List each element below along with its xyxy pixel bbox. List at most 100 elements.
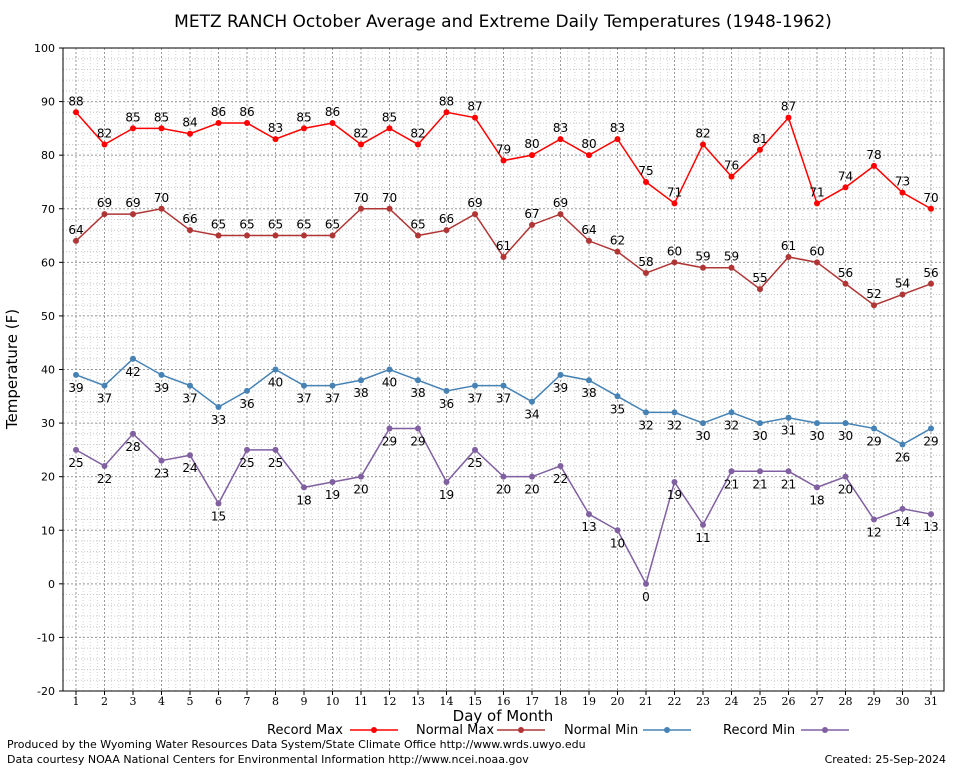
data-label-record-max: 82 <box>410 126 425 140</box>
data-label-normal-max: 64 <box>581 223 596 237</box>
data-label-record-min: 19 <box>325 488 340 502</box>
data-point-record-max <box>301 125 307 132</box>
y-tick-label: 70 <box>41 203 55 216</box>
x-tick-label: 12 <box>383 695 397 708</box>
data-point-normal-max <box>529 221 535 228</box>
series-normal-max: 64 69 69 70 66 65 65 65 65 65 70 70 65 66 69 61 67 69 64 62… <box>68 191 939 309</box>
data-point-record-min <box>871 516 877 523</box>
y-tick-label: 60 <box>41 256 55 269</box>
data-point-normal-max <box>73 237 79 244</box>
legend-item-normal-max: Normal Max <box>416 723 545 738</box>
x-tick-label: 25 <box>753 695 767 708</box>
data-label-record-max: 83 <box>268 121 283 135</box>
data-point-normal-max <box>614 248 621 255</box>
data-point-normal-max <box>244 232 250 239</box>
data-label-normal-max: 60 <box>809 244 824 258</box>
data-label-record-max: 84 <box>182 116 197 130</box>
data-label-normal-min: 38 <box>581 386 596 400</box>
y-tick-label: 80 <box>41 149 55 162</box>
y-tick-label: 0 <box>48 578 55 591</box>
data-point-record-max <box>928 205 934 212</box>
data-point-record-min <box>586 511 592 518</box>
data-label-record-max: 82 <box>695 126 710 140</box>
data-point-record-min <box>728 468 735 475</box>
data-point-normal-min <box>785 414 792 421</box>
series-group: 88 82 85 85 84 86 86 83 85 86 82 85 82 88 87 79 80 83 80 83… <box>68 94 938 604</box>
data-label-record-max: 85 <box>125 110 140 124</box>
x-tick-label: 10 <box>326 695 340 708</box>
data-label-normal-max: 64 <box>68 223 83 237</box>
data-point-record-max <box>158 125 165 132</box>
data-label-record-min: 22 <box>97 472 112 486</box>
data-point-normal-min <box>529 398 535 405</box>
data-label-normal-min: 36 <box>439 397 454 411</box>
data-point-normal-min <box>301 382 307 389</box>
data-label-record-max: 82 <box>97 126 112 140</box>
data-label-record-min: 20 <box>524 483 539 497</box>
data-label-normal-max: 59 <box>695 250 710 264</box>
data-label-normal-min: 39 <box>154 381 169 395</box>
data-label-normal-min: 30 <box>809 429 824 443</box>
footer-produced-by: Produced by the Wyoming Water Resources … <box>7 738 586 751</box>
data-point-normal-min <box>329 382 336 389</box>
data-label-normal-max: 65 <box>239 218 254 232</box>
data-label-normal-max: 62 <box>610 234 625 248</box>
data-label-normal-max: 69 <box>125 196 140 210</box>
data-label-record-min: 0 <box>642 590 650 604</box>
data-point-normal-max <box>842 280 849 287</box>
data-point-record-min <box>472 446 478 453</box>
data-point-record-max <box>472 114 478 121</box>
data-label-normal-max: 66 <box>182 212 197 226</box>
data-label-normal-max: 55 <box>752 271 767 285</box>
data-point-normal-max <box>158 205 165 212</box>
data-label-normal-max: 65 <box>325 218 340 232</box>
data-point-record-min <box>757 468 763 475</box>
data-point-normal-max <box>671 259 678 266</box>
data-label-normal-max: 65 <box>296 218 311 232</box>
y-tick-label: 40 <box>41 364 55 377</box>
data-label-record-max: 75 <box>638 164 653 178</box>
x-tick-label: 11 <box>354 695 368 708</box>
data-point-normal-min <box>187 382 193 389</box>
y-tick-label: 100 <box>34 42 55 55</box>
data-point-normal-min <box>814 420 820 427</box>
data-label-record-max: 79 <box>496 143 511 157</box>
data-label-normal-max: 54 <box>895 276 910 290</box>
legend-marker-normal-max <box>518 727 524 733</box>
data-label-normal-min: 37 <box>97 392 112 406</box>
data-point-normal-min <box>928 425 934 432</box>
data-point-record-max <box>614 136 621 143</box>
data-point-record-max <box>700 141 706 148</box>
data-label-normal-max: 70 <box>382 191 397 205</box>
x-tick-label: 3 <box>130 695 137 708</box>
data-label-normal-min: 42 <box>125 365 140 379</box>
data-point-normal-min <box>272 366 279 373</box>
data-label-normal-min: 26 <box>895 451 910 465</box>
x-tick-label: 8 <box>272 695 279 708</box>
data-label-normal-min: 38 <box>353 386 368 400</box>
data-point-normal-max <box>329 232 336 239</box>
data-label-normal-min: 34 <box>524 408 539 422</box>
data-point-record-max <box>814 200 820 207</box>
x-tick-label: 7 <box>244 695 251 708</box>
data-point-normal-max <box>899 291 906 298</box>
data-label-normal-min: 37 <box>325 392 340 406</box>
data-label-normal-max: 60 <box>667 244 682 258</box>
data-label-record-min: 21 <box>781 477 796 491</box>
data-point-record-min <box>244 446 250 453</box>
y-tick-label: 50 <box>41 310 55 323</box>
data-point-normal-min <box>700 420 706 427</box>
data-point-normal-min <box>557 371 564 378</box>
data-point-record-max <box>757 146 763 153</box>
data-point-normal-max <box>586 237 592 244</box>
data-point-normal-min <box>757 420 763 427</box>
data-label-record-min: 11 <box>695 531 710 545</box>
legend-marker-record-min <box>822 727 828 733</box>
data-label-normal-max: 61 <box>496 239 511 253</box>
data-label-normal-min: 40 <box>382 376 397 390</box>
data-point-record-min <box>386 425 393 432</box>
legend-label-record-max: Record Max <box>267 723 343 738</box>
x-tick-label: 1 <box>73 695 80 708</box>
x-tick-label: 19 <box>582 695 596 708</box>
data-label-record-max: 87 <box>467 100 482 114</box>
